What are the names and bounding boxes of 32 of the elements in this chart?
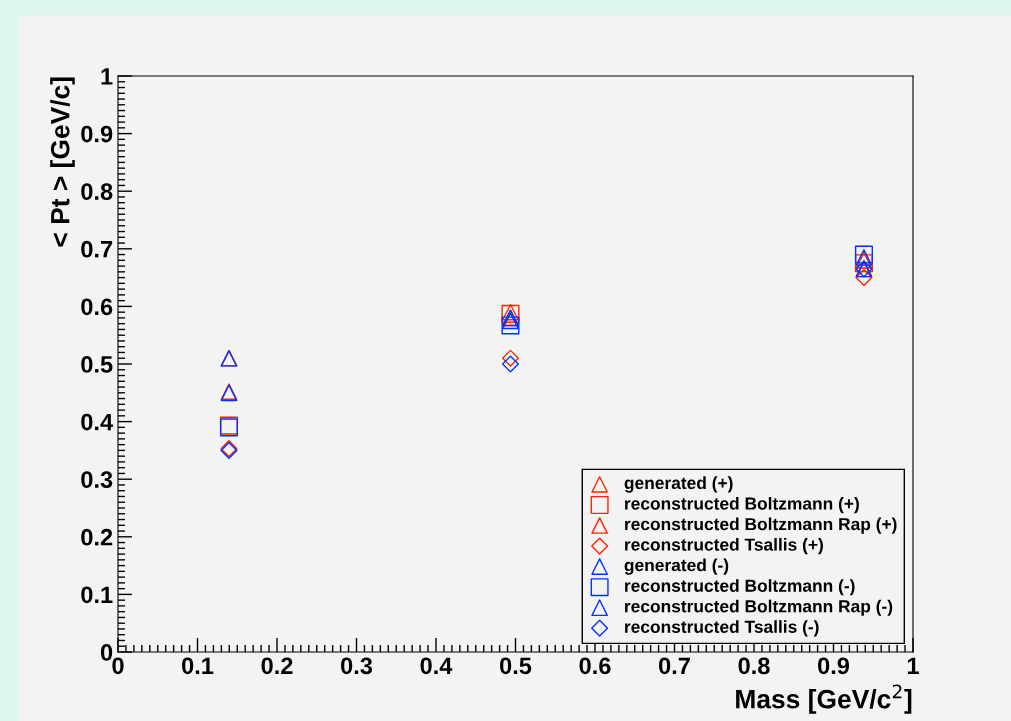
y-tick-label: 0.6 (81, 298, 113, 316)
y-tick-label: 1 (101, 68, 113, 85)
legend-label: generated (+) (624, 476, 733, 493)
y-tick-label: 0.9 (81, 125, 113, 143)
legend-label: generated (-) (624, 558, 729, 575)
y-tick-label: 0.7 (81, 240, 113, 258)
legend-label: reconstructed Boltzmann Rap (-) (625, 599, 893, 616)
x-axis-title: Mass [GeV/c$^{2}$] (736, 684, 912, 714)
x-tick-label: 0 (112, 657, 124, 675)
y-tick-label: 0.4 (81, 413, 114, 431)
x-tick-label: 0.9 (818, 657, 850, 675)
x-tick-label: 1 (907, 657, 919, 674)
y-tick-label: 0.8 (81, 183, 113, 200)
y-axis-title: < Pt > [GeV/c] (50, 77, 75, 247)
x-tick-label: 0.1 (182, 657, 214, 675)
x-tick-label: 0.3 (341, 657, 373, 675)
legend-label: reconstructed Boltzmann Rap (+) (625, 517, 897, 534)
x-tick-label: 0.4 (420, 657, 453, 675)
x-tick-label: 0.5 (500, 657, 532, 675)
legend-label: reconstructed Tsallis (+) (625, 538, 823, 555)
y-tick-label: 0 (100, 644, 113, 661)
y-tick-label: 0.3 (81, 471, 113, 489)
y-tick-label: 0.1 (81, 586, 113, 604)
x-tick-label: 0.8 (738, 657, 770, 675)
x-tick-label: 0.7 (659, 657, 690, 675)
legend-label: reconstructed Tsallis (-) (625, 620, 819, 637)
x-tick-label: 0.6 (579, 657, 611, 675)
legend-label: reconstructed Boltzmann (+) (625, 496, 859, 514)
x-tick-label: 0.2 (261, 657, 293, 675)
y-tick-label: 0.2 (81, 528, 113, 546)
y-tick-label: 0.5 (81, 356, 113, 373)
legend-label: reconstructed Boltzmann (-) (625, 579, 855, 596)
